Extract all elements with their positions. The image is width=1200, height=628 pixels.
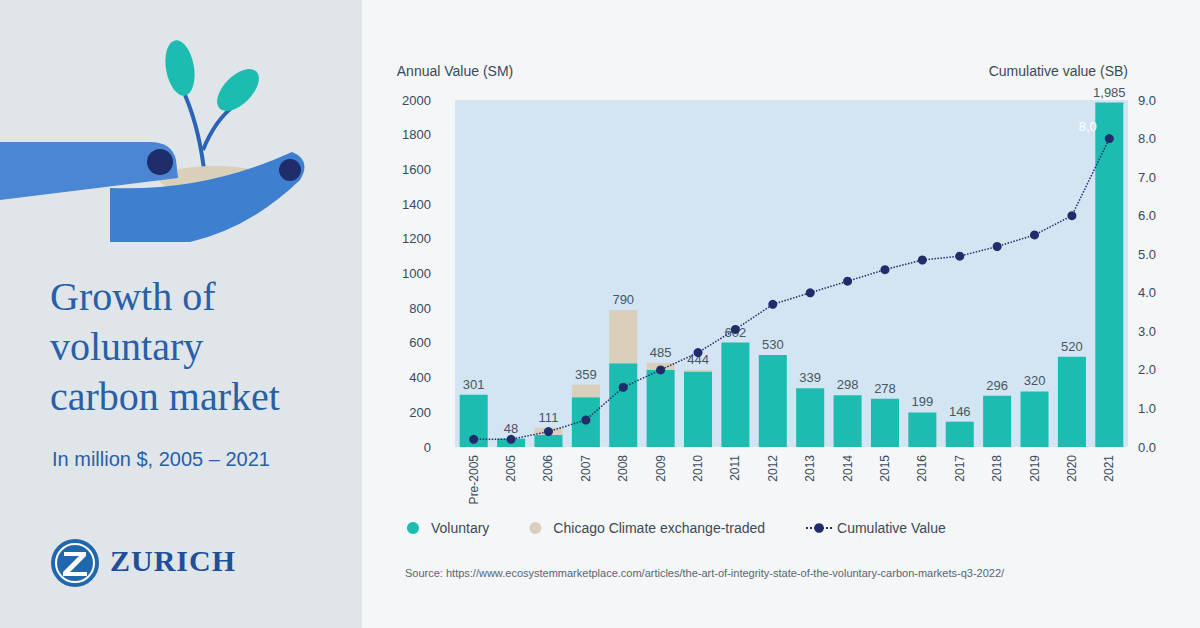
svg-text:2008: 2008 xyxy=(616,455,630,482)
svg-text:2021: 2021 xyxy=(1102,455,1116,482)
svg-text:Voluntary: Voluntary xyxy=(431,520,489,536)
svg-text:2016: 2016 xyxy=(915,455,929,482)
svg-text:790: 790 xyxy=(612,292,634,307)
svg-text:48: 48 xyxy=(504,421,518,436)
svg-text:2012: 2012 xyxy=(766,455,780,482)
svg-text:Chicago Climate exchange-trade: Chicago Climate exchange-traded xyxy=(553,520,765,536)
svg-text:200: 200 xyxy=(409,405,431,420)
svg-text:800: 800 xyxy=(409,301,431,316)
svg-text:Annual Value (SM): Annual Value (SM) xyxy=(397,63,513,79)
svg-text:2010: 2010 xyxy=(691,455,705,482)
svg-text:2007: 2007 xyxy=(579,455,593,482)
svg-text:1.0: 1.0 xyxy=(1138,401,1156,416)
svg-text:9.0: 9.0 xyxy=(1138,93,1156,108)
svg-text:530: 530 xyxy=(762,337,784,352)
svg-text:2017: 2017 xyxy=(953,455,967,482)
svg-text:296: 296 xyxy=(986,378,1008,393)
html-text:ZURICH: ZURICH xyxy=(110,544,236,577)
svg-text:2018: 2018 xyxy=(990,455,1004,482)
svg-text:199: 199 xyxy=(912,394,934,409)
svg-text:400: 400 xyxy=(409,370,431,385)
svg-text:7.0: 7.0 xyxy=(1138,170,1156,185)
svg-text:444: 444 xyxy=(687,352,709,367)
svg-text:146: 146 xyxy=(949,404,971,419)
svg-text:3.0: 3.0 xyxy=(1138,324,1156,339)
svg-text:1400: 1400 xyxy=(402,197,431,212)
svg-text:2006: 2006 xyxy=(541,455,555,482)
svg-text:2.0: 2.0 xyxy=(1138,362,1156,377)
svg-text:2000: 2000 xyxy=(402,93,431,108)
svg-text:2011: 2011 xyxy=(728,455,742,481)
svg-text:320: 320 xyxy=(1024,373,1046,388)
svg-text:1600: 1600 xyxy=(402,162,431,177)
svg-text:6.0: 6.0 xyxy=(1138,208,1156,223)
svg-text:520: 520 xyxy=(1061,339,1083,354)
html-text:Source: https://www.ecosystemm: Source: https://www.ecosystemmarketplace… xyxy=(405,567,1005,579)
svg-text:1,985: 1,985 xyxy=(1093,85,1126,100)
svg-text:0: 0 xyxy=(424,440,431,455)
svg-text:111: 111 xyxy=(539,410,559,425)
svg-text:1200: 1200 xyxy=(402,231,431,246)
svg-text:8,0: 8,0 xyxy=(1079,119,1097,134)
svg-text:2009: 2009 xyxy=(654,455,668,482)
svg-text:Cumulative Value: Cumulative Value xyxy=(837,520,946,536)
svg-text:485: 485 xyxy=(650,345,672,360)
svg-text:2013: 2013 xyxy=(803,455,817,482)
svg-text:301: 301 xyxy=(463,377,485,392)
svg-text:1800: 1800 xyxy=(402,127,431,142)
svg-text:2020: 2020 xyxy=(1065,455,1079,482)
svg-text:298: 298 xyxy=(837,377,859,392)
svg-text:0.0: 0.0 xyxy=(1138,440,1156,455)
html-text:Growth of voluntary carbon mar: Growth of voluntary carbon market xyxy=(50,274,280,419)
svg-text:Pre-2005: Pre-2005 xyxy=(467,455,481,505)
svg-text:2019: 2019 xyxy=(1028,455,1042,482)
svg-text:8.0: 8.0 xyxy=(1138,131,1156,146)
svg-text:359: 359 xyxy=(575,367,597,382)
svg-text:5.0: 5.0 xyxy=(1138,247,1156,262)
svg-text:2005: 2005 xyxy=(504,455,518,482)
svg-text:2014: 2014 xyxy=(841,455,855,482)
svg-text:600: 600 xyxy=(409,335,431,350)
svg-text:2015: 2015 xyxy=(878,455,892,482)
svg-text:278: 278 xyxy=(874,381,896,396)
svg-text:602: 602 xyxy=(725,325,747,340)
svg-text:1000: 1000 xyxy=(402,266,431,281)
svg-text:339: 339 xyxy=(799,370,821,385)
svg-text:4.0: 4.0 xyxy=(1138,285,1156,300)
svg-text:Cumulative value (SB): Cumulative value (SB) xyxy=(989,63,1128,79)
html-text:In million $, 2005 – 2021: In million $, 2005 – 2021 xyxy=(52,448,270,470)
